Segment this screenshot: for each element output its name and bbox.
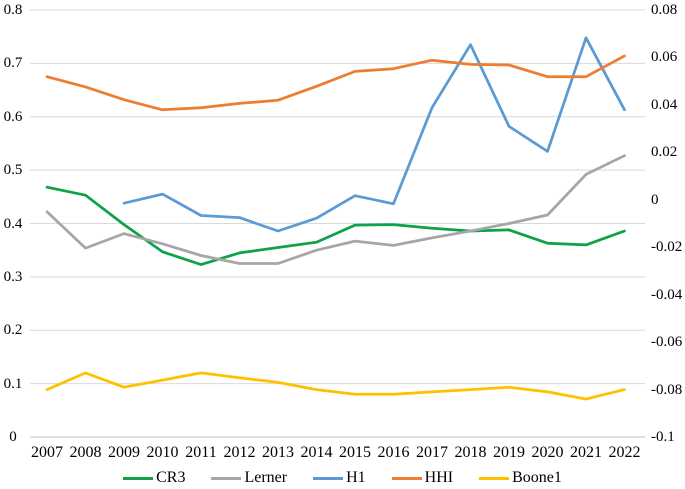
legend-item-H1: H1 [313, 469, 366, 487]
legend-item-Boone1: Boone1 [479, 469, 562, 487]
legend-line-swatch [313, 476, 344, 480]
x-axis-tick-label: 2013 [262, 444, 294, 461]
x-axis-tick-label: 2021 [570, 444, 602, 461]
legend-label: H1 [346, 469, 366, 486]
x-axis-tick-label: 2010 [146, 444, 179, 461]
legend-line-swatch [123, 476, 154, 480]
legend-line-swatch [479, 476, 510, 480]
x-axis-tick-label: 2008 [69, 444, 102, 461]
left-axis-tick-label: 0 [9, 429, 17, 445]
x-axis-tick-label: 2020 [531, 444, 564, 461]
legend-label: Boone1 [512, 469, 562, 486]
legend-label: HHI [424, 469, 454, 486]
right-axis-tick-label: 0.08 [651, 2, 678, 18]
x-axis-tick-label: 2015 [339, 444, 371, 461]
left-axis-tick-label: 0.8 [3, 2, 23, 18]
right-axis-tick-label: 0.04 [651, 96, 678, 113]
right-axis-tick-label: 0.02 [651, 144, 678, 161]
legend-label: Lerner [244, 469, 288, 486]
legend-line-swatch [211, 476, 242, 480]
x-axis-tick-label: 2007 [31, 444, 63, 461]
legend-item-CR3: CR3 [123, 469, 185, 487]
right-axis-tick-label: 0.06 [651, 49, 678, 66]
series-line-H1 [122, 36, 626, 233]
right-axis-tick-label: -0.1 [651, 429, 675, 445]
legend-line-swatch [391, 476, 422, 480]
left-axis-tick-label: 0.6 [3, 108, 23, 125]
right-axis-tick-label: -0.08 [651, 381, 683, 398]
series-line-CR3 [45, 185, 626, 266]
x-axis-tick-label: 2019 [493, 444, 525, 461]
left-axis-tick-label: 0.7 [3, 55, 23, 72]
left-axis-tick-label: 0.1 [3, 375, 23, 392]
x-axis-tick-label: 2014 [300, 444, 333, 461]
legend-item-Lerner: Lerner [211, 469, 287, 487]
series-line-Boone1 [45, 371, 626, 401]
x-axis-tick-label: 2017 [416, 444, 448, 461]
left-axis-tick-label: 0.5 [3, 162, 23, 179]
x-axis-tick-label: 2011 [185, 444, 217, 461]
x-axis-tick-label: 2018 [454, 444, 487, 461]
series-line-Lerner [45, 154, 626, 265]
legend-item-HHI: HHI [391, 469, 454, 487]
right-axis-tick-label: 0 [651, 191, 659, 208]
x-axis-tick-label: 2016 [377, 444, 410, 461]
legend-label: CR3 [156, 469, 186, 486]
x-axis-tick-label: 2012 [223, 444, 256, 461]
right-axis-tick-label: -0.02 [651, 239, 683, 256]
left-axis-tick-label: 0.4 [3, 215, 23, 232]
right-axis-tick-label: -0.06 [651, 334, 683, 351]
left-axis-tick-label: 0.2 [3, 322, 23, 339]
series-line-HHI [45, 54, 626, 112]
left-axis-tick-label: 0.3 [3, 268, 23, 285]
legend: CR3 Lerner H1 HHI Boone1 [0, 469, 685, 487]
right-axis-tick-label: -0.04 [651, 286, 683, 303]
x-axis-tick-label: 2022 [608, 444, 641, 461]
x-axis-tick-label: 2009 [108, 444, 140, 461]
